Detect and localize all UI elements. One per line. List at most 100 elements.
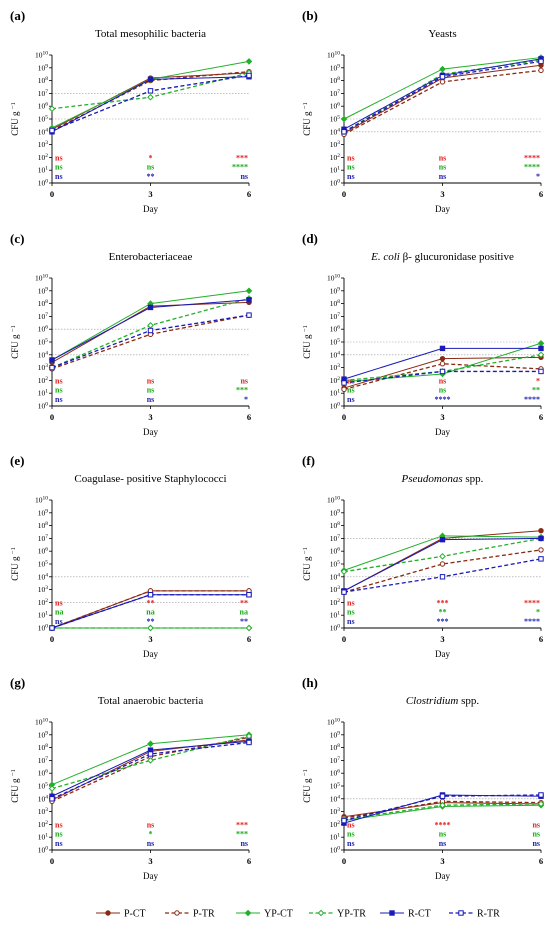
- data-point-R-CT: [439, 536, 446, 543]
- significance-label: ***: [236, 385, 248, 394]
- significance-label: ns: [439, 829, 447, 838]
- panel-d: (d) E. coli β- glucuronidase positive 100 1…: [302, 231, 545, 437]
- y-tick-label: 1010: [327, 718, 340, 727]
- y-tick-label: 101: [38, 833, 49, 842]
- data-point-R-CT: [147, 304, 154, 311]
- legend-label-R-TR: R-TR: [477, 909, 500, 920]
- panel-title: Enterobacteriaceae: [109, 251, 193, 263]
- data-point-YP-TR: [537, 800, 545, 808]
- y-tick-label: 109: [38, 286, 49, 295]
- x-tick-label: 3: [440, 189, 444, 199]
- data-point-YP-CT: [340, 115, 348, 123]
- significance-label: ****: [435, 395, 451, 404]
- panel-a: (a) Total mesophilic bacteria 100 101 102 103…: [10, 8, 253, 214]
- y-tick-label: 105: [38, 338, 49, 347]
- y-axis-label: CFU g −1: [10, 102, 20, 135]
- data-point-YP-CT: [245, 287, 253, 295]
- y-tick-label: 102: [330, 598, 341, 607]
- significance-label: **: [147, 598, 155, 607]
- significance-label: ns: [55, 395, 63, 404]
- y-tick-label: 102: [38, 598, 49, 607]
- significance-label: ns: [439, 385, 447, 394]
- data-point-R-TR: [49, 364, 55, 371]
- data-point-R-CT: [49, 357, 55, 363]
- y-tick-label: 106: [38, 547, 49, 556]
- significance-label: ****: [435, 820, 451, 829]
- y-tick-label: 101: [38, 389, 49, 398]
- panel-tag: (d): [302, 231, 318, 246]
- x-tick-label: 6: [247, 189, 251, 199]
- significance-label: ***: [236, 829, 248, 838]
- y-tick-label: 101: [330, 833, 341, 842]
- data-point-YP-TR: [147, 322, 154, 329]
- significance-label: ns: [147, 162, 155, 171]
- data-point-R-TR: [439, 74, 446, 80]
- x-axis-label: Day: [435, 649, 450, 659]
- panel-tag: (a): [10, 8, 25, 23]
- significance-label: **: [240, 598, 248, 607]
- significance-label: *: [536, 607, 540, 616]
- y-tick-label: 101: [330, 389, 341, 398]
- y-tick-label: 109: [330, 730, 341, 739]
- panel-title: Yeasts: [428, 28, 456, 40]
- y-tick-label: 104: [330, 572, 341, 581]
- significance-label: ns: [347, 395, 355, 404]
- significance-label: ns: [439, 162, 447, 171]
- y-tick-label: 107: [330, 89, 341, 98]
- y-tick-label: 102: [330, 820, 341, 829]
- y-tick-label: 104: [330, 794, 341, 803]
- x-tick-label: 6: [539, 856, 543, 866]
- data-point-R-TR: [147, 88, 154, 94]
- legend-label-YP-CT: YP-CT: [264, 909, 293, 920]
- x-tick-label: 3: [440, 634, 444, 644]
- y-tick-label: 103: [38, 585, 49, 594]
- y-tick-label: 103: [330, 363, 341, 372]
- x-axis-label: Day: [435, 204, 450, 214]
- y-tick-label: 106: [38, 325, 49, 334]
- data-point-R-TR: [147, 327, 154, 334]
- panel-e: (e) Coagulase- positive Staphylococci 100 1…: [10, 453, 253, 659]
- significance-label: ns: [55, 385, 63, 394]
- y-tick-label: 105: [38, 782, 49, 791]
- x-tick-label: 0: [342, 412, 346, 422]
- x-tick-label: 3: [148, 856, 152, 866]
- y-tick-label: 1010: [35, 274, 48, 283]
- significance-label: ns: [439, 376, 447, 385]
- x-tick-label: 3: [148, 634, 152, 644]
- y-axis-label: CFU g −1: [10, 325, 20, 358]
- data-point-YP-TR: [439, 801, 446, 809]
- y-tick-label: 108: [330, 521, 341, 530]
- y-tick-label: 108: [330, 76, 341, 85]
- y-tick-label: 104: [330, 350, 341, 359]
- data-point-R-TR: [49, 796, 55, 802]
- y-axis-label: CFU g −1: [10, 547, 20, 580]
- y-tick-label: 104: [38, 350, 49, 359]
- x-axis-label: Day: [143, 204, 158, 214]
- significance-label: ***: [236, 153, 248, 162]
- significance-label: ns: [439, 153, 447, 162]
- y-tick-label: 108: [38, 743, 49, 752]
- significance-label: ****: [524, 617, 540, 626]
- data-point-YP-TR: [147, 624, 154, 632]
- x-tick-label: 3: [148, 189, 152, 199]
- significance-label: ns: [55, 598, 63, 607]
- data-point-R-TR: [147, 592, 154, 598]
- data-point-YP-TR: [340, 568, 348, 575]
- significance-label: ns: [55, 172, 63, 181]
- legend-label-P-TR: P-TR: [193, 909, 215, 920]
- x-tick-label: 6: [247, 412, 251, 422]
- x-tick-label: 6: [539, 189, 543, 199]
- y-tick-label: 108: [330, 299, 341, 308]
- significance-label: ns: [240, 376, 248, 385]
- legend-marker-YP-CT: [244, 909, 252, 917]
- y-tick-label: 106: [330, 547, 341, 556]
- significance-label: *: [536, 172, 540, 181]
- x-tick-label: 3: [440, 856, 444, 866]
- y-tick-label: 105: [330, 338, 341, 347]
- y-axis-label: CFU g −1: [302, 102, 312, 135]
- significance-label: ns: [55, 617, 63, 626]
- y-tick-label: 106: [330, 102, 341, 111]
- data-point-R-TR: [538, 368, 544, 375]
- y-tick-label: 103: [330, 807, 341, 816]
